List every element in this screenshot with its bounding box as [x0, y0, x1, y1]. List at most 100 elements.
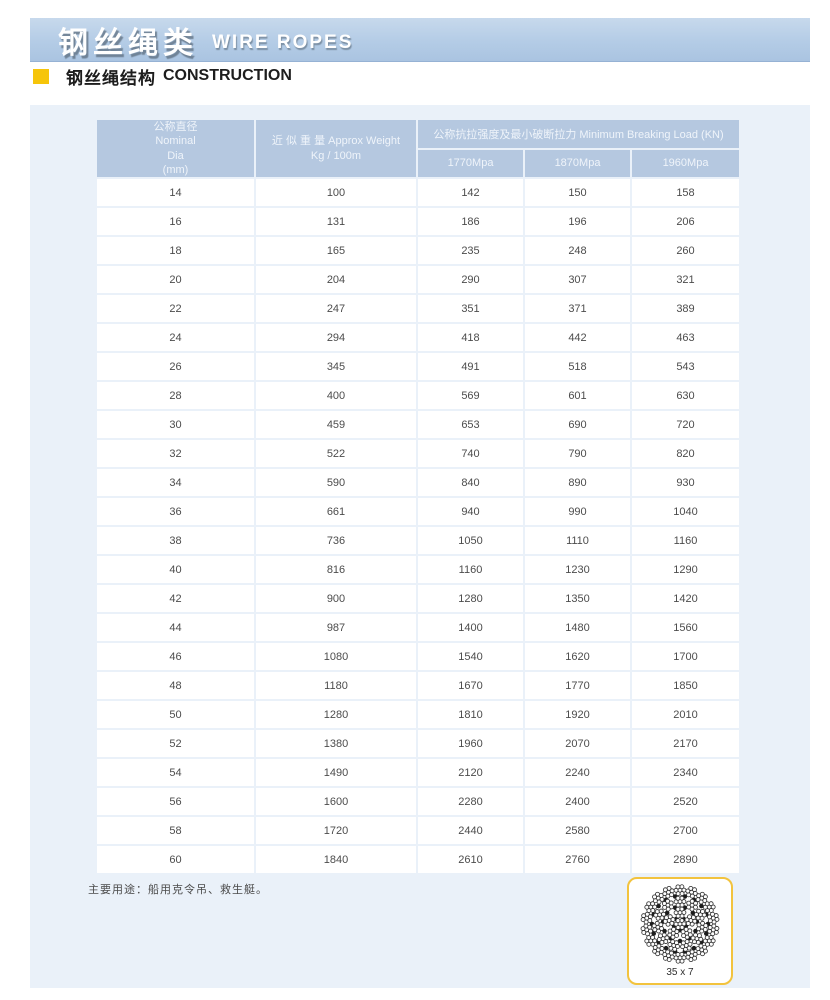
table-cell: 248	[525, 237, 630, 265]
section-title-zh: 钢丝绳结构	[66, 68, 156, 88]
table-cell: 940	[418, 498, 523, 526]
table-cell: 2120	[418, 759, 523, 787]
banner-title-en: WIRE ROPES	[212, 31, 354, 53]
table-cell: 50	[97, 701, 254, 729]
table-row: 16 131 186 196 206	[97, 208, 739, 236]
table-cell: 1160	[418, 556, 523, 584]
table-cell: 44	[97, 614, 254, 642]
table-cell: 1280	[418, 585, 523, 613]
table-cell: 1670	[418, 672, 523, 700]
table-cell: 518	[525, 353, 630, 381]
table-cell: 400	[256, 382, 416, 410]
table-cell: 2070	[525, 730, 630, 758]
table-cell: 1380	[256, 730, 416, 758]
table-row: 14 100 142 150 158	[97, 179, 739, 207]
table-cell: 2240	[525, 759, 630, 787]
table-cell: 1290	[632, 556, 739, 584]
table-row: 58 1720 2440 2580 2700	[97, 817, 739, 845]
table-cell: 16	[97, 208, 254, 236]
table-cell: 2010	[632, 701, 739, 729]
rope-cross-section-image	[640, 884, 720, 964]
table-cell: 22	[97, 295, 254, 323]
table-cell: 990	[525, 498, 630, 526]
rope-construction-label: 35 x 7	[666, 967, 694, 978]
table-cell: 60	[97, 846, 254, 874]
table-cell: 150	[525, 179, 630, 207]
table-cell: 235	[418, 237, 523, 265]
table-cell: 1040	[632, 498, 739, 526]
table-cell: 1540	[418, 643, 523, 671]
table-cell: 463	[632, 324, 739, 352]
table-cell: 840	[418, 469, 523, 497]
table-cell: 32	[97, 440, 254, 468]
table-cell: 661	[256, 498, 416, 526]
table-row: 48 1180 1670 1770 1850	[97, 672, 739, 700]
table-row: 20 204 290 307 321	[97, 266, 739, 294]
table-cell: 1920	[525, 701, 630, 729]
table-row: 56 1600 2280 2400 2520	[97, 788, 739, 816]
table-cell: 30	[97, 411, 254, 439]
table-cell: 900	[256, 585, 416, 613]
table-row: 52 1380 1960 2070 2170	[97, 730, 739, 758]
table-cell: 389	[632, 295, 739, 323]
table-cell: 28	[97, 382, 254, 410]
table-cell: 36	[97, 498, 254, 526]
table-row: 50 1280 1810 1920 2010	[97, 701, 739, 729]
header-line: Nominal	[155, 135, 196, 148]
table-cell: 26	[97, 353, 254, 381]
table-cell: 1490	[256, 759, 416, 787]
table-cell: 1350	[525, 585, 630, 613]
usage-note: 主要用途：船用克令吊、救生艇。	[88, 884, 268, 896]
table-cell: 1720	[256, 817, 416, 845]
table-cell: 42	[97, 585, 254, 613]
table-cell: 1560	[632, 614, 739, 642]
table-cell: 1620	[525, 643, 630, 671]
table-cell: 48	[97, 672, 254, 700]
table-cell: 204	[256, 266, 416, 294]
table-row: 30 459 653 690 720	[97, 411, 739, 439]
table-row: 36 661 940 990 1040	[97, 498, 739, 526]
table-cell: 569	[418, 382, 523, 410]
col-header-1870mpa: 1870Mpa	[525, 149, 630, 178]
table-cell: 1810	[418, 701, 523, 729]
table-cell: 1960	[418, 730, 523, 758]
table-cell: 1600	[256, 788, 416, 816]
table-cell: 491	[418, 353, 523, 381]
table-cell: 307	[525, 266, 630, 294]
table-cell: 1480	[525, 614, 630, 642]
table-row: 34 590 840 890 930	[97, 469, 739, 497]
table-cell: 2520	[632, 788, 739, 816]
banner-title-zh: 钢丝绳类	[58, 26, 198, 60]
table-cell: 2170	[632, 730, 739, 758]
rope-cross-section-box: 35 x 7	[627, 877, 733, 985]
table-cell: 543	[632, 353, 739, 381]
table-cell: 1850	[632, 672, 739, 700]
table-cell: 1230	[525, 556, 630, 584]
col-header-nominal-dia: 公称直径 Nominal Dia (mm)	[97, 120, 254, 178]
table-cell: 2890	[632, 846, 739, 874]
table-row: 28 400 569 601 630	[97, 382, 739, 410]
table-cell: 2340	[632, 759, 739, 787]
table-cell: 740	[418, 440, 523, 468]
table-row: 32 522 740 790 820	[97, 440, 739, 468]
table-cell: 1770	[525, 672, 630, 700]
table-row: 18 165 235 248 260	[97, 237, 739, 265]
yellow-bullet-icon	[33, 68, 49, 84]
table-cell: 2440	[418, 817, 523, 845]
content-panel: 公称直径 Nominal Dia (mm) 近 似 重 量 Approx Wei…	[30, 105, 810, 988]
table-cell: 351	[418, 295, 523, 323]
table-cell: 2700	[632, 817, 739, 845]
table-cell: 14	[97, 179, 254, 207]
table-row: 26 345 491 518 543	[97, 353, 739, 381]
table-cell: 34	[97, 469, 254, 497]
table-cell: 1700	[632, 643, 739, 671]
table-cell: 2610	[418, 846, 523, 874]
header-line: 近 似 重 量 Approx Weight	[271, 135, 401, 148]
table-cell: 1080	[256, 643, 416, 671]
table-row: 24 294 418 442 463	[97, 324, 739, 352]
table-cell: 58	[97, 817, 254, 845]
table-cell: 54	[97, 759, 254, 787]
table-cell: 100	[256, 179, 416, 207]
table-row: 44 987 1400 1480 1560	[97, 614, 739, 642]
table-cell: 816	[256, 556, 416, 584]
